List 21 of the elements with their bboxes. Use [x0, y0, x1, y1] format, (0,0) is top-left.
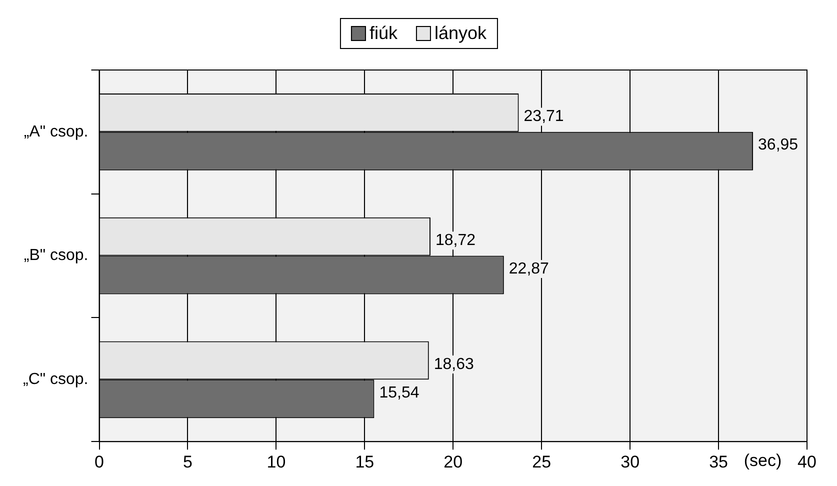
x-tick-label: 40 — [798, 452, 816, 472]
x-tick-label: 15 — [355, 452, 374, 472]
x-tick-label: 0 — [94, 452, 104, 472]
x-tick-label: 30 — [620, 452, 640, 472]
x-tick-label: 25 — [532, 452, 552, 472]
legend-label: fiúk — [369, 23, 398, 44]
data-label: 18,72 — [435, 232, 476, 250]
y-tick-label: „C" csop. — [23, 371, 88, 388]
data-label: 36,95 — [758, 136, 798, 154]
data-label: 22,87 — [508, 260, 550, 278]
y-tick-label: „A" csop. — [24, 123, 88, 140]
x-tick-label: 10 — [266, 452, 286, 472]
x-axis-title: (sec) — [744, 450, 782, 470]
data-label: 23,71 — [524, 108, 564, 126]
x-tick-label: 5 — [182, 452, 192, 472]
text: lányok — [434, 23, 487, 44]
data-label: 18,63 — [434, 356, 474, 373]
y-tick-label: „B" csop. — [24, 247, 88, 264]
data-label: 15,54 — [379, 384, 420, 402]
x-tick-label: 35 — [709, 452, 728, 472]
x-tick-label: 20 — [444, 452, 463, 472]
